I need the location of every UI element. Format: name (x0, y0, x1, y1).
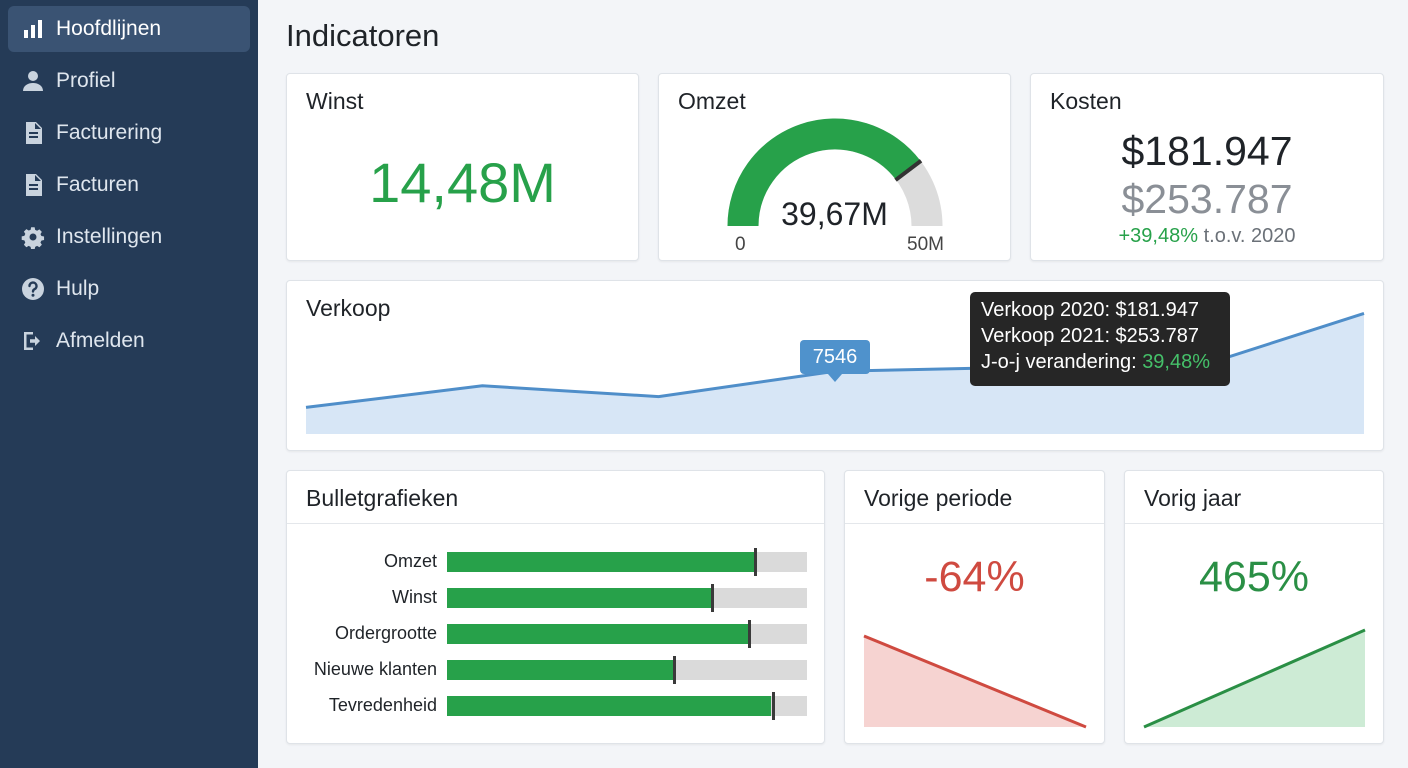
bar-chart-icon (20, 16, 46, 42)
kosten-previous-value: $253.787 (1121, 176, 1293, 222)
vorig-jaar-title: Vorig jaar (1144, 485, 1242, 511)
kosten-change: +39,48% t.o.v. 2020 (1031, 225, 1383, 248)
tooltip-line-2020: Verkoop 2020: $181.947 (981, 299, 1199, 321)
tooltip-change-value: 39,48% (1142, 351, 1211, 373)
mini-line (863, 634, 1087, 729)
omzet-title: Omzet (678, 88, 746, 114)
sidebar-item-profiel[interactable]: Profiel (8, 58, 250, 104)
bullet-target-marker (710, 584, 714, 612)
highlight-badge-pointer (828, 374, 842, 382)
bullet-row: Nieuwe klanten (287, 656, 827, 684)
chart-tooltip: Verkoop 2020: $181.947 Verkoop 2021: $25… (970, 292, 1230, 386)
bullet-row: Winst (287, 584, 827, 612)
vorige-periode-chart (863, 634, 1087, 729)
sidebar-item-label: Afmelden (56, 329, 145, 352)
card-divider (1125, 523, 1383, 524)
kosten-title: Kosten (1050, 88, 1122, 114)
tooltip-change-prefix: J-o-j verandering: (981, 351, 1143, 373)
bullet-target-marker (672, 656, 676, 684)
kosten-current-value: $181.947 (1121, 128, 1293, 174)
document-icon (20, 172, 46, 198)
bullet-row: Tevredenheid (287, 692, 827, 720)
card-divider (845, 523, 1104, 524)
gear-icon (20, 224, 46, 250)
bullet-label: Omzet (383, 551, 437, 571)
gauge-marker (894, 159, 923, 182)
gauge-min-label: 0 (735, 234, 746, 255)
sidebar-item-facturen[interactable]: Facturen (8, 162, 250, 208)
bullet-bar (447, 624, 750, 644)
sidebar-item-instellingen[interactable]: Instellingen (8, 214, 250, 260)
bullet-label: Winst (392, 587, 437, 607)
bullet-bar (447, 552, 757, 572)
sidebar-item-label: Hulp (56, 277, 100, 300)
vorige-periode-value: -64% (924, 553, 1025, 601)
gauge-fill (727, 118, 921, 227)
omzet-gauge (727, 118, 943, 227)
document-icon (20, 120, 46, 146)
bullet-row: Ordergrootte (287, 620, 827, 648)
kosten-change-pct: +39,48% (1118, 225, 1199, 247)
sidebar-item-label: Hoofdlijnen (56, 17, 162, 40)
mini-line (1143, 628, 1366, 729)
card-divider (287, 523, 824, 524)
highlight-badge (800, 340, 870, 374)
omzet-card: Omzet 39,67M 0 50M (658, 73, 1011, 261)
sidebar-item-label: Profiel (56, 69, 116, 92)
bullet-target-marker (748, 620, 752, 648)
verkoop-title: Verkoop (306, 295, 391, 321)
sidebar-item-label: Facturering (56, 121, 163, 144)
sidebar-item-facturering[interactable]: Facturering (8, 110, 250, 156)
tooltip-line-change: J-o-j verandering: 39,48% (981, 349, 1219, 375)
help-icon (20, 276, 46, 302)
page-title: Indicatoren (286, 18, 440, 53)
sidebar-item-hoofdlijnen[interactable]: Hoofdlijnen (8, 6, 250, 52)
verkoop-card: Verkoop 7546 Verkoop 2020: $181.947 Verk… (286, 280, 1384, 451)
vorige-periode-title: Vorige periode (864, 485, 1013, 511)
bullet-label: Tevredenheid (328, 695, 437, 715)
bullet-target-marker (771, 692, 775, 720)
tooltip-line-2021: Verkoop 2021: $253.787 (981, 325, 1199, 347)
sidebar: Hoofdlijnen Profiel Facturering Facturen… (0, 0, 258, 768)
vorig-jaar-card: Vorig jaar 465% (1124, 470, 1384, 744)
bullet-target-marker (753, 548, 757, 576)
gauge-value: 39,67M (781, 196, 888, 232)
user-icon (20, 68, 46, 94)
sidebar-item-hulp[interactable]: Hulp (8, 266, 250, 312)
vorig-jaar-chart (1143, 628, 1366, 729)
highlight-label: 7546 (812, 346, 858, 368)
sidebar-item-afmelden[interactable]: Afmelden (8, 318, 250, 364)
bullet-label: Ordergrootte (334, 623, 437, 643)
bullet-bar (447, 588, 714, 608)
bullet-label: Nieuwe klanten (313, 659, 437, 679)
sidebar-item-label: Instellingen (56, 225, 163, 248)
kosten-card: Kosten $181.947 $253.787 +39,48% t.o.v. … (1030, 73, 1384, 261)
bullet-title: Bulletgrafieken (306, 485, 459, 511)
bullet-bar (447, 660, 674, 680)
winst-title: Winst (306, 88, 364, 114)
winst-value: 14,48M (369, 151, 556, 214)
vorig-jaar-value: 465% (1199, 553, 1309, 601)
logout-icon (20, 328, 46, 354)
bullet-bar (447, 696, 771, 716)
gauge-max-label: 50M (907, 234, 944, 255)
bullet-card: Bulletgrafieken Omzet Winst Ordergrootte Ni… (286, 470, 825, 744)
winst-card: Winst 14,48M (286, 73, 639, 261)
vorige-periode-card: Vorige periode -64% (844, 470, 1105, 744)
bullet-row: Omzet (287, 548, 827, 576)
kosten-change-suffix: t.o.v. 2020 (1203, 225, 1296, 247)
sidebar-item-label: Facturen (56, 173, 139, 196)
